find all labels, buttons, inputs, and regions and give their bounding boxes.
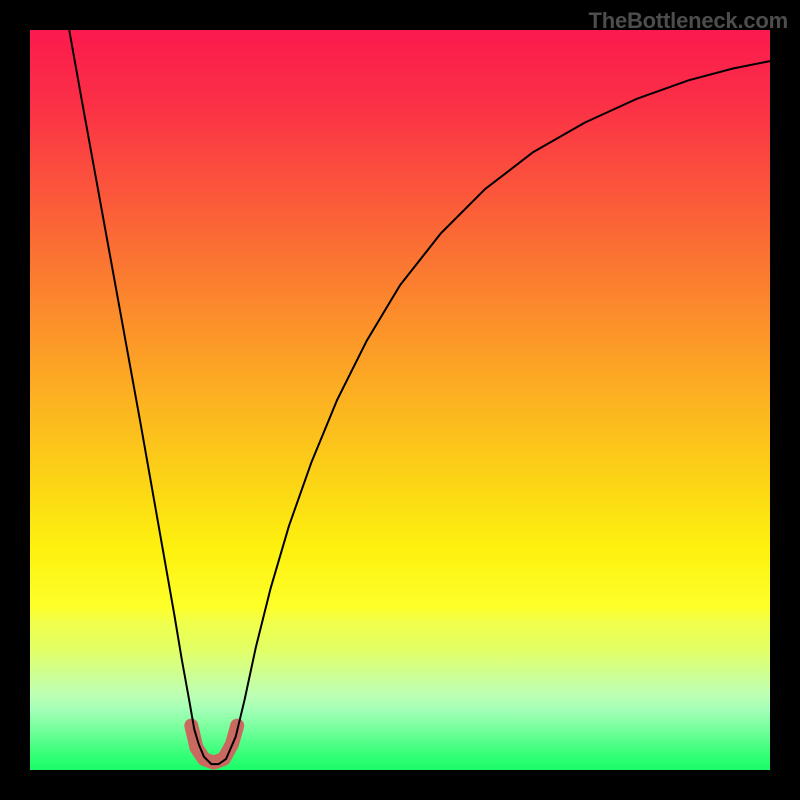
watermark-text: TheBottleneck.com [588,8,788,34]
series-main-curve [69,30,770,764]
chart-curves [30,30,770,770]
plot-area [30,30,770,770]
